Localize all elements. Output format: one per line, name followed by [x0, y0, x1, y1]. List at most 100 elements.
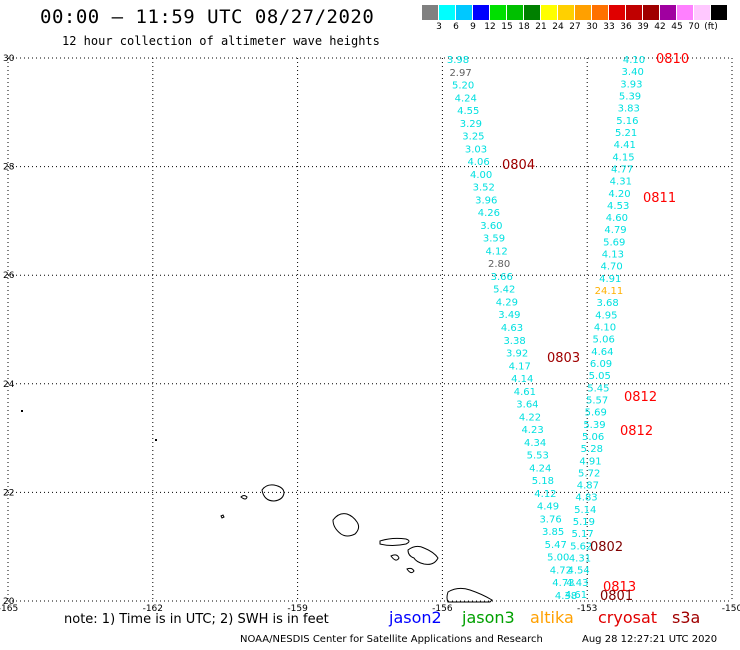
latitude-tick-label: 24 — [3, 380, 15, 390]
pass-time-label: 0803 — [547, 351, 580, 366]
swh-value: 5.45 — [587, 383, 609, 394]
swh-value: 4.38 — [555, 591, 577, 602]
swh-value: 3.85 — [542, 527, 564, 538]
swh-value: 5.42 — [493, 285, 515, 296]
swh-value: 2.97 — [449, 68, 471, 79]
swh-value: 4.91 — [579, 456, 601, 467]
swh-value: 4.61 — [514, 387, 536, 398]
swh-value: 4.14 — [511, 374, 533, 385]
swh-value: 5.62 — [570, 541, 592, 552]
island-dot-2 — [155, 439, 157, 441]
swh-value: 5.21 — [615, 128, 637, 139]
island-lanai — [390, 554, 400, 561]
swh-value: 3.52 — [473, 183, 495, 194]
island-kahoolawe — [406, 567, 415, 574]
swh-value: 4.10 — [594, 323, 616, 334]
swh-value: 5.06 — [593, 335, 615, 346]
swh-value: 4.87 — [577, 481, 599, 492]
swh-value: 5.17 — [571, 529, 593, 540]
latitude-tick-label: 30 — [3, 54, 15, 64]
swh-value: 4.13 — [602, 250, 624, 261]
color-swatch — [473, 5, 490, 20]
color-scale-label: 12 — [484, 22, 496, 32]
color-scale-label: 36 — [620, 22, 632, 32]
color-scale-label: (ft) — [704, 22, 718, 32]
swh-value: 4.70 — [600, 262, 622, 273]
altimeter-track-b: 4.103.403.935.393.835.165.214.414.154.77… — [565, 55, 645, 601]
swh-value: 5.18 — [532, 476, 554, 487]
swh-value: 4.12 — [485, 246, 507, 257]
swh-value: 3.92 — [506, 349, 528, 360]
color-scale-label: 45 — [671, 22, 683, 32]
swh-value: 2.80 — [488, 259, 510, 270]
color-scale-label: 42 — [654, 22, 666, 32]
swh-value: 4.63 — [501, 323, 523, 334]
note-text: note: 1) Time is in UTC; 2) SWH is in fe… — [64, 612, 329, 627]
swh-value: 3.29 — [460, 119, 482, 130]
color-swatch — [694, 5, 711, 20]
color-scale-label: 9 — [470, 22, 476, 32]
island-hawaii — [446, 587, 493, 603]
swh-value: 4.24 — [529, 463, 551, 474]
pass-time-label: 0812 — [624, 390, 657, 405]
color-scale-label: 18 — [518, 22, 530, 32]
swh-value: 5.47 — [545, 540, 567, 551]
swh-value: 3.76 — [539, 514, 561, 525]
color-swatch — [490, 5, 507, 20]
color-scale-label: 30 — [586, 22, 598, 32]
swh-value: 5.16 — [616, 116, 638, 127]
swh-value: 5.72 — [578, 468, 600, 479]
swh-value: 5.57 — [586, 395, 608, 406]
swh-value: 4.00 — [470, 170, 492, 181]
color-swatch — [558, 5, 575, 20]
swh-value: 4.73 — [552, 578, 574, 589]
swh-value: 4.91 — [599, 274, 621, 285]
island-kauai-small — [240, 495, 248, 500]
swh-value: 5.14 — [574, 505, 596, 516]
footer-timestamp: Aug 28 12:27:21 UTC 2020 — [582, 634, 718, 645]
latitude-tick-label: 28 — [3, 163, 15, 173]
swh-value: 4.72 — [550, 565, 572, 576]
swh-value: 4.29 — [496, 297, 518, 308]
color-swatch — [524, 5, 541, 20]
swh-value: 3.98 — [447, 55, 469, 66]
swh-value: 4.23 — [521, 425, 543, 436]
color-swatch — [422, 5, 439, 20]
swh-value: 3.96 — [475, 195, 497, 206]
color-scale-label: 15 — [501, 22, 513, 32]
swh-value: 4.79 — [604, 225, 626, 236]
footer-credit: NOAA/NESDIS Center for Satellite Applica… — [240, 634, 543, 645]
longitude-tick-label: -156 — [432, 604, 453, 614]
color-swatch — [439, 5, 456, 20]
color-swatch — [592, 5, 609, 20]
hawaiian-islands — [21, 410, 493, 603]
swh-value: 4.12 — [534, 489, 556, 500]
swh-value: 3.59 — [483, 234, 505, 245]
swh-value: 3.66 — [491, 272, 513, 283]
longitude-tick-label: -153 — [577, 604, 597, 614]
pass-time-label: 0801 — [600, 589, 633, 604]
island-maui — [407, 545, 439, 565]
swh-value: 4.22 — [519, 412, 541, 423]
swh-value: 5.00 — [547, 553, 569, 564]
color-scale-label: 24 — [552, 22, 564, 32]
wave-height-color-scale — [422, 5, 728, 20]
swh-value: 4.61 — [565, 590, 587, 601]
swh-value: 4.15 — [612, 152, 634, 163]
swh-value: 5.53 — [527, 451, 549, 462]
color-swatch — [575, 5, 592, 20]
color-swatch — [541, 5, 558, 20]
mission-name: altika — [530, 608, 574, 627]
swh-value: 3.68 — [597, 298, 619, 309]
swh-value: 6.09 — [590, 359, 612, 370]
swh-value: 5.19 — [573, 517, 595, 528]
color-scale-label: 3 — [436, 22, 442, 32]
swh-value: 4.20 — [608, 189, 630, 200]
island-molokai — [379, 537, 410, 546]
swh-value: 4.43 — [566, 578, 588, 589]
map-grid — [7, 57, 733, 602]
pass-time-label: 0810 — [656, 52, 689, 67]
